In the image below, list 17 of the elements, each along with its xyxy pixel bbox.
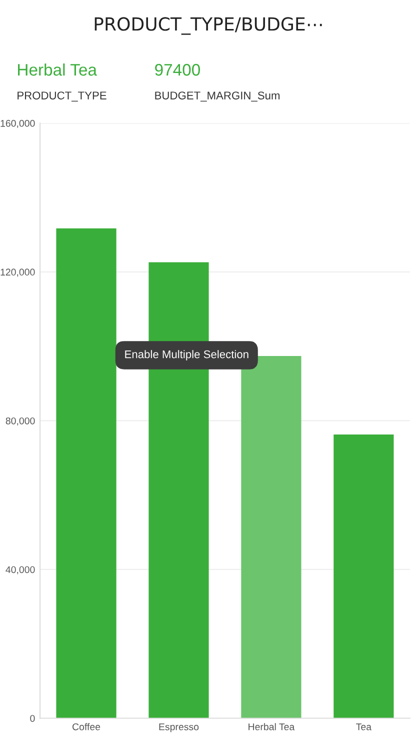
- x-tick-label: Herbal Tea: [248, 723, 295, 730]
- x-tick-label: Espresso: [159, 723, 199, 732]
- text: PRODUCT_TYPE: [18, 92, 106, 102]
- x-tick-label: Tea: [356, 723, 372, 730]
- x-tick-label: Coffee: [72, 723, 100, 730]
- y-tick-label: 80,000: [6, 417, 35, 426]
- text: 97400: [155, 64, 200, 76]
- text: BUDGET_MARGIN_Sum: [155, 92, 280, 102]
- y-tick-label: 0: [30, 714, 35, 722]
- bar: [56, 228, 116, 718]
- text: Herbal Tea: [18, 63, 97, 76]
- annotation: Enable Multiple Selection: [125, 350, 248, 360]
- chart-title: PRODUCT_TYPE/BUDGE⋯: [94, 17, 322, 35]
- y-tick-label: 40,000: [6, 566, 35, 574]
- y-tick-label: 120,000: [0, 268, 35, 277]
- bar: [334, 434, 394, 718]
- y-tick-label: 160,000: [0, 120, 35, 128]
